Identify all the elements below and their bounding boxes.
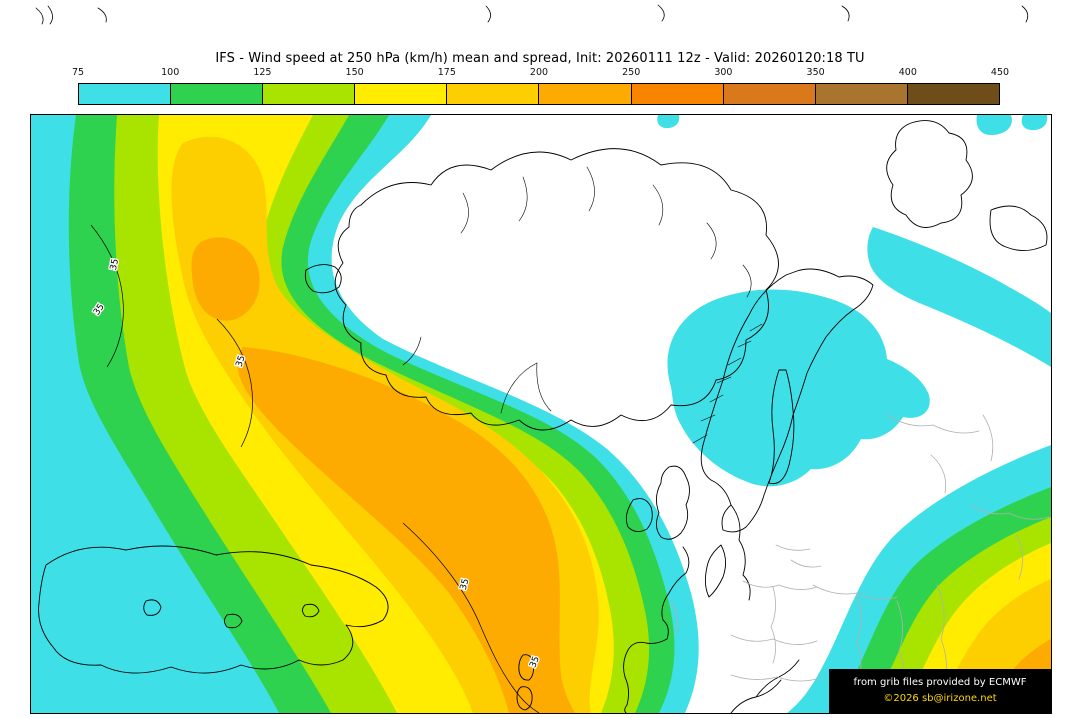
fill-band-200 (191, 237, 575, 713)
country-borders (670, 414, 1050, 700)
colorbar-tick-label: 300 (714, 67, 733, 78)
colorbar-ticks: 75 100 125 150 175 200 250 300 350 400 450 (72, 67, 1009, 80)
page-title: IFS - Wind speed at 250 hPa (km/h) mean … (215, 51, 865, 66)
norway-fjord-ticks (692, 323, 763, 444)
attribution: from grib files provided by ECMWF ©2026 … (829, 669, 1051, 713)
coastlines (38, 120, 1048, 713)
colorbar-segment (907, 84, 999, 104)
colorbar-segment (171, 84, 264, 104)
contour-label-35: 35 (459, 578, 472, 592)
colorbar-tick-label: 150 (345, 67, 364, 78)
colorbar-tick-label: 450 (990, 67, 1010, 78)
colorbar-segment (539, 84, 632, 104)
attribution-line1: from grib files provided by ECMWF (853, 677, 1027, 688)
colorbar-tick-label: 75 (71, 67, 85, 78)
large-lake-coastline (38, 545, 389, 674)
colorbar-segment (263, 84, 356, 104)
colorbar-tick-label: 125 (253, 67, 272, 78)
colorbar-segment (355, 84, 448, 104)
contour-label-35: 35 (109, 258, 121, 271)
colorbar-tick-label: 250 (622, 67, 641, 78)
colorbar-segment (447, 84, 540, 104)
wind-speed-fill-layers (31, 115, 1051, 713)
top-fragment-marks (35, 4, 1029, 25)
colorbar-segment (79, 84, 172, 104)
top-right-islands-coastline (886, 120, 1048, 251)
border-lines (670, 414, 1050, 700)
wind-map-canvas: 35 35 35 35 35 (31, 115, 1051, 713)
colorbar-tick-label: 175 (437, 67, 456, 78)
iceland-coastline (304, 264, 342, 294)
colorbar-tick-label: 200 (529, 67, 549, 78)
colorbar-segment (815, 84, 908, 104)
europe-coastline (623, 504, 800, 713)
spread-contour-lines (90, 224, 540, 713)
colorbar-segment (723, 84, 816, 104)
colorbar-tick-label: 400 (898, 67, 917, 78)
colorbar-tick-label: 100 (161, 67, 180, 78)
scandinavia-coastline (700, 268, 874, 533)
weather-map: 35 35 35 35 35 from grib files provided … (30, 114, 1052, 714)
arctic-fjord-details (402, 166, 752, 414)
british-isles-coastline (625, 465, 690, 540)
colorbar-tick-label: 350 (806, 67, 825, 78)
colorbar (78, 83, 1000, 105)
fill-cyan-scandinavia (657, 115, 1051, 487)
attribution-line2: ©2026 sb@irizone.net (883, 693, 997, 704)
arctic-landmass-coastline (334, 148, 779, 431)
top-edge-fragments (35, 4, 1029, 25)
colorbar-segment (631, 84, 724, 104)
